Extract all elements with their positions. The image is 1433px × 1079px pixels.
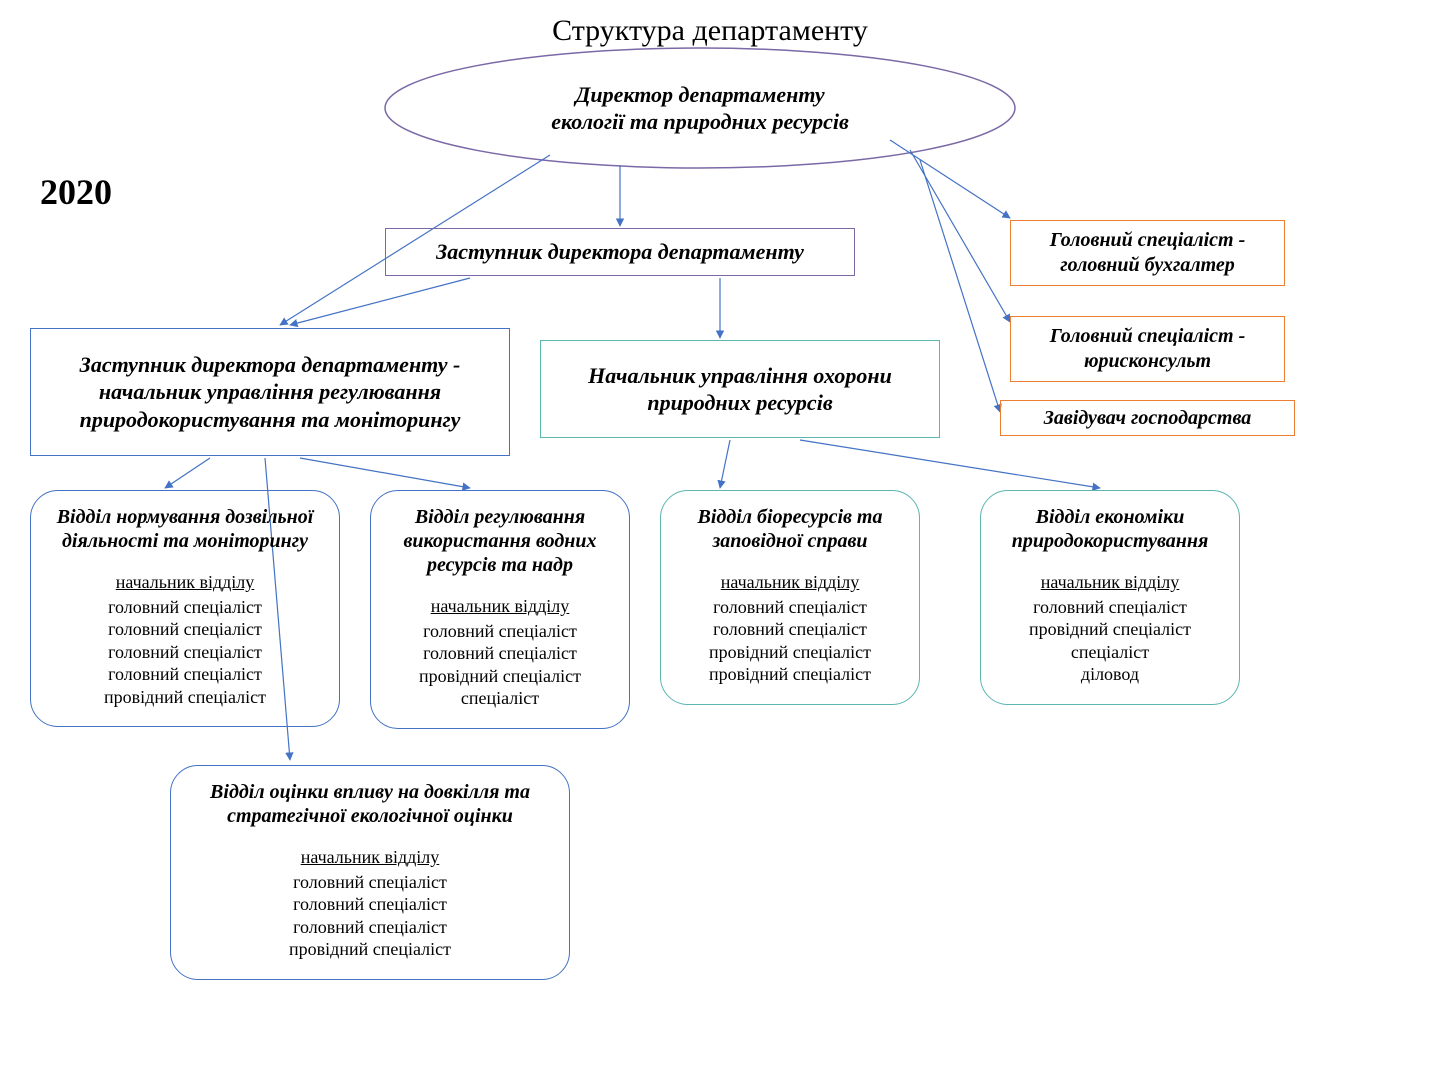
staff-line: головний спеціаліст (381, 620, 619, 643)
staff-line: спеціаліст (991, 641, 1229, 664)
staff-line: головний спеціаліст (671, 618, 909, 641)
head-right-node: Начальник управління охорони природних р… (540, 340, 940, 438)
dept-d1-title: Відділ нормування дозвільної діяльності … (41, 505, 329, 553)
deputy-left-node: Заступник директора департаменту - начал… (30, 328, 510, 456)
staff-line: провідний спеціаліст (181, 938, 559, 961)
staff-line: провідний спеціаліст (991, 618, 1229, 641)
side-specialist-2: Завідувач господарства (1000, 400, 1295, 436)
staff-line: головний спеціаліст (181, 893, 559, 916)
staff-line: провідний спеціаліст (671, 663, 909, 686)
staff-line: провідний спеціаліст (381, 665, 619, 688)
dept-d3-staff: головний спеціалістголовний спеціалістпр… (671, 596, 909, 686)
staff-line: провідний спеціаліст (671, 641, 909, 664)
staff-line: головний спеціаліст (671, 596, 909, 619)
staff-line: головний спеціаліст (41, 618, 329, 641)
director-node: Директор департаменту екології та природ… (385, 68, 1015, 148)
staff-line: головний спеціаліст (41, 641, 329, 664)
dept-d3-head: начальник відділу (671, 571, 909, 594)
staff-line: провідний спеціаліст (41, 686, 329, 709)
side-specialist-1: Головний спеціаліст - юрисконсульт (1010, 316, 1285, 382)
dept-d5-staff: головний спеціалістголовний спеціалістго… (181, 871, 559, 961)
staff-line: діловод (991, 663, 1229, 686)
director-line2: екології та природних ресурсів (551, 108, 849, 136)
staff-line: головний спеціаліст (41, 663, 329, 686)
org-chart-canvas: Структура департаменту 2020 Директор деп… (0, 0, 1433, 1079)
staff-line: спеціаліст (381, 687, 619, 710)
dept-d3-title: Відділ біоресурсів та заповідної справи (671, 505, 909, 553)
deputy-director-node: Заступник директора департаменту (385, 228, 855, 276)
dept-d2-head: начальник відділу (381, 595, 619, 618)
dept-d1-head: начальник відділу (41, 571, 329, 594)
deputy-director-label: Заступник директора департаменту (436, 238, 804, 266)
dept-d5: Відділ оцінки впливу на довкілля та стра… (170, 765, 570, 980)
year-label: 2020 (40, 170, 200, 215)
staff-line: головний спеціаліст (381, 642, 619, 665)
side-specialist-0-line1: Головний спеціаліст - (1050, 228, 1246, 253)
dept-d2: Відділ регулювання використання водних р… (370, 490, 630, 729)
dept-d1: Відділ нормування дозвільної діяльності … (30, 490, 340, 727)
staff-line: головний спеціаліст (991, 596, 1229, 619)
dept-d5-head: начальник відділу (181, 846, 559, 869)
dept-d4-staff: головний спеціалістпровідний спеціалістс… (991, 596, 1229, 686)
dept-d5-title: Відділ оцінки впливу на довкілля та стра… (181, 780, 559, 828)
dept-d2-title: Відділ регулювання використання водних р… (381, 505, 619, 577)
dept-d2-staff: головний спеціалістголовний спеціалістпр… (381, 620, 619, 710)
dept-d3: Відділ біоресурсів та заповідної справи … (660, 490, 920, 705)
side-specialist-0-line2: головний бухгалтер (1060, 253, 1235, 278)
dept-d1-staff: головний спеціалістголовний спеціалістго… (41, 596, 329, 709)
dept-d4: Відділ економіки природокористування нач… (980, 490, 1240, 705)
head-right-label: Начальник управління охорони природних р… (555, 362, 925, 417)
side-specialist-2-line1: Завідувач господарства (1044, 406, 1252, 431)
page-title: Структура департаменту (450, 12, 970, 50)
side-specialist-0: Головний спеціаліст - головний бухгалтер (1010, 220, 1285, 286)
side-specialist-1-line2: юрисконсульт (1084, 349, 1211, 374)
dept-d4-head: начальник відділу (991, 571, 1229, 594)
dept-d4-title: Відділ економіки природокористування (991, 505, 1229, 553)
deputy-left-label: Заступник директора департаменту - начал… (45, 351, 495, 434)
staff-line: головний спеціаліст (41, 596, 329, 619)
staff-line: головний спеціаліст (181, 916, 559, 939)
side-specialist-1-line1: Головний спеціаліст - (1050, 324, 1246, 349)
director-line1: Директор департаменту (575, 81, 824, 109)
staff-line: головний спеціаліст (181, 871, 559, 894)
